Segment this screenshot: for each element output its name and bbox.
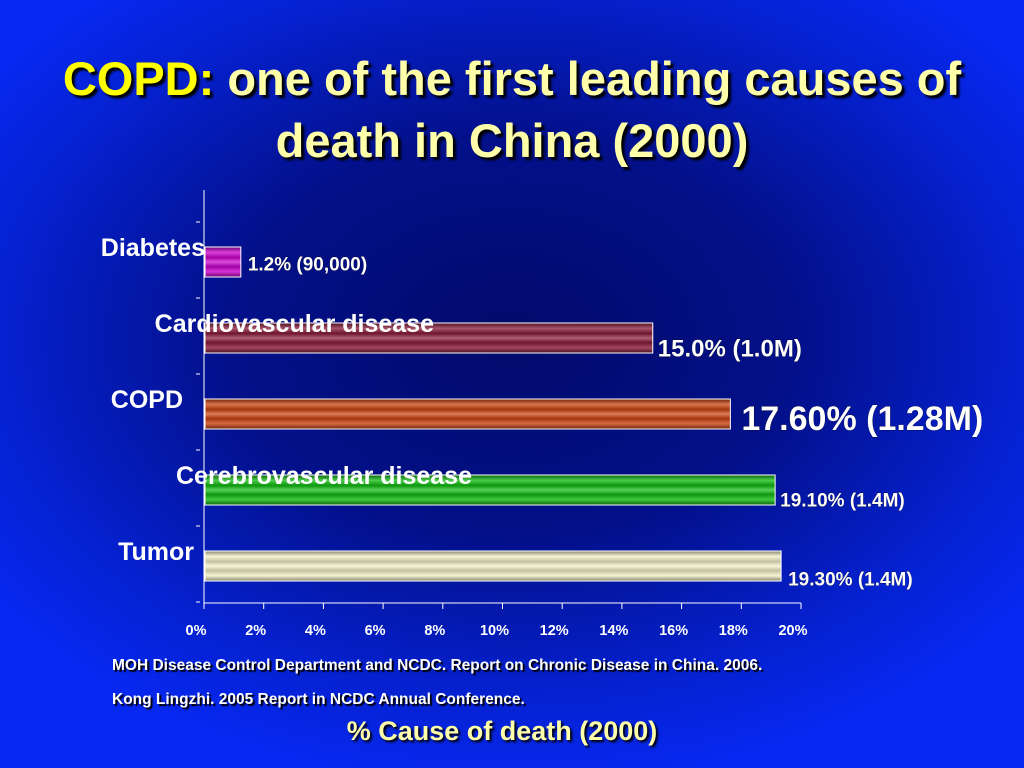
reference-2: Kong Lingzhi. 2005 Report in NCDC Annual… [112, 691, 525, 708]
category-label: Cardiovascular disease [155, 310, 434, 338]
x-tick-label: 10% [480, 623, 509, 639]
category-label: Tumor [118, 538, 194, 566]
bar [204, 474, 776, 506]
x-tick-label: 6% [365, 623, 386, 639]
bar [204, 550, 782, 582]
slide-title: COPD: one of the first leading causes of… [0, 48, 1024, 172]
category-label: COPD [111, 386, 183, 414]
x-tick-label: 8% [424, 623, 445, 639]
category-label: Cerebrovascular disease [176, 462, 472, 490]
data-label: 1.2% (90,000) [248, 255, 367, 276]
x-tick-label: 4% [305, 623, 326, 639]
x-tick-label: 16% [659, 623, 688, 639]
x-tick-label: 12% [540, 623, 569, 639]
x-tick-label: 14% [599, 623, 628, 639]
category-label: Diabetes [101, 234, 205, 262]
bar-chart: 0% 2% 4% 6% 8% 10% 12% 14% 16% 18% 20% 1.2% (90,000… [101, 190, 983, 639]
x-tick-label: 2% [245, 623, 266, 639]
data-label: 15.0% (1.0M) [658, 335, 802, 362]
bar [204, 398, 731, 430]
title-rest: one of the first leading causes of death… [214, 52, 962, 167]
x-axis-title: % Cause of death (2000) [346, 716, 658, 746]
x-tick-label: 0% [186, 623, 207, 639]
data-label: 17.60% (1.28M) [741, 400, 983, 438]
data-label: 19.10% (1.4M) [780, 491, 905, 512]
x-tick-label: 20% [778, 623, 807, 639]
x-tick-label: 18% [719, 623, 748, 639]
reference-1: MOH Disease Control Department and NCDC.… [112, 657, 763, 674]
data-label: 19.30% (1.4M) [788, 570, 913, 591]
title-highlight: COPD: [62, 52, 215, 105]
bar [204, 246, 242, 278]
bar [204, 322, 654, 354]
